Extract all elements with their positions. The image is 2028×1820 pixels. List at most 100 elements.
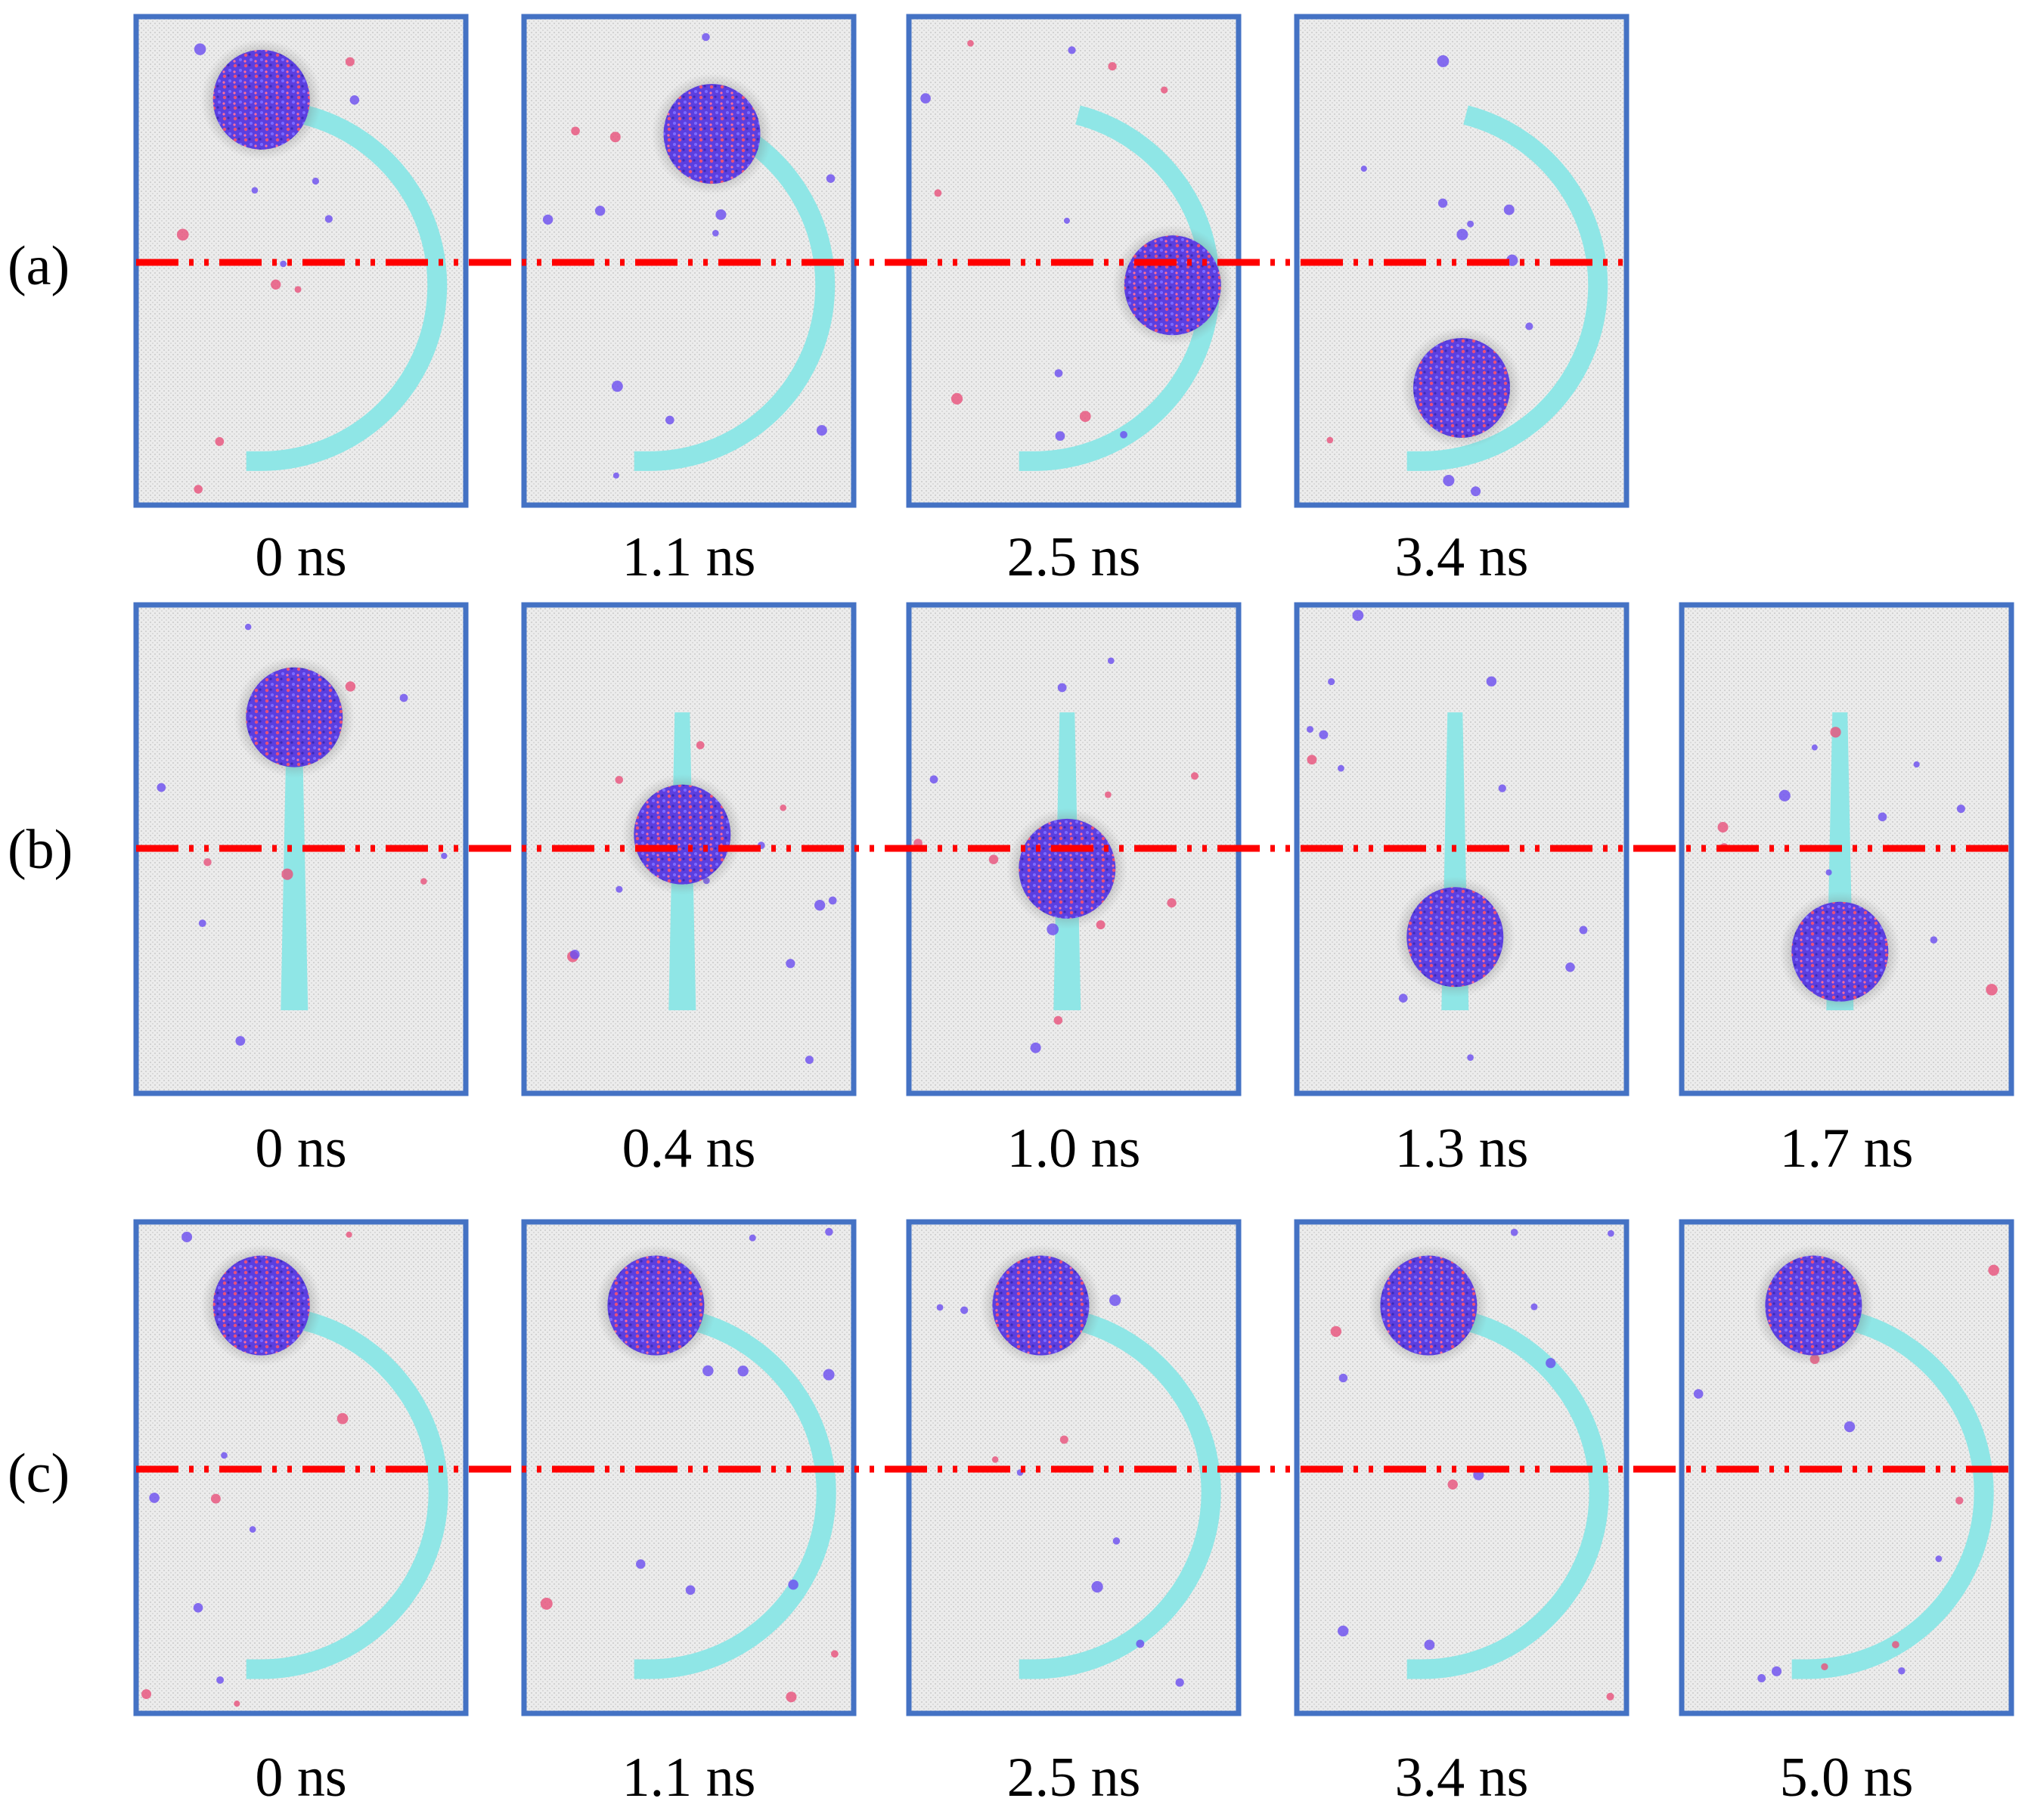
free-particle	[1986, 984, 1998, 996]
free-particle	[1068, 46, 1076, 54]
free-particle	[324, 215, 333, 223]
free-particle	[1935, 1555, 1943, 1562]
snapshot-frame	[906, 602, 1242, 1096]
free-particle	[244, 623, 252, 631]
free-particle	[141, 1689, 152, 1699]
free-particle	[1108, 62, 1117, 71]
free-particle	[1319, 730, 1329, 739]
frame-border	[1294, 602, 1630, 1096]
row-label: (a)	[8, 235, 70, 297]
free-particle	[1059, 1435, 1068, 1444]
snapshot-frame	[1294, 1219, 1630, 1716]
free-particle	[636, 1559, 646, 1569]
free-particle	[737, 1366, 749, 1377]
free-particle	[1757, 1674, 1766, 1682]
free-particle	[1955, 1496, 1964, 1505]
free-particle	[960, 1306, 969, 1314]
free-particle	[1443, 474, 1455, 487]
free-particle	[157, 783, 166, 792]
free-particle	[1898, 1667, 1906, 1675]
free-particle	[1467, 220, 1474, 228]
free-particle	[294, 286, 302, 293]
free-particle	[702, 33, 710, 42]
time-label: 1.1 ns	[622, 1747, 756, 1809]
free-particle	[1467, 1054, 1474, 1061]
time-label: 1.1 ns	[622, 526, 756, 588]
free-particle	[203, 857, 212, 867]
free-particle	[441, 852, 448, 860]
free-particle	[685, 1585, 696, 1595]
free-particle	[1063, 217, 1070, 224]
free-particle	[234, 1701, 240, 1707]
free-particle	[215, 437, 225, 446]
time-label: 3.4 ns	[1394, 1747, 1529, 1809]
free-particle	[1030, 1042, 1041, 1053]
free-particle	[1437, 198, 1448, 208]
free-particle	[251, 187, 259, 194]
free-particle	[1091, 1581, 1103, 1593]
snapshot-frame	[906, 1219, 1242, 1716]
free-particle	[1437, 55, 1450, 67]
arc-guide-track	[1791, 1311, 1994, 1679]
time-label: 2.5 ns	[1006, 1747, 1141, 1809]
free-particle	[1778, 789, 1791, 801]
free-particle	[786, 1691, 797, 1703]
free-particle	[571, 126, 580, 136]
free-particle	[814, 900, 826, 911]
free-particle	[1606, 1692, 1614, 1701]
free-particle	[816, 425, 827, 436]
free-particle	[1337, 1625, 1349, 1637]
free-particle	[194, 43, 206, 55]
free-particle	[181, 1231, 193, 1242]
free-particle	[1579, 926, 1588, 935]
free-particle	[780, 804, 787, 811]
free-particle	[825, 1227, 833, 1236]
free-particle	[1398, 994, 1408, 1003]
free-particle	[615, 776, 624, 784]
free-particle	[1811, 744, 1818, 751]
free-particle	[749, 1234, 756, 1242]
free-particle	[1120, 430, 1127, 439]
free-particle	[665, 415, 674, 425]
free-particle	[929, 775, 938, 784]
free-particle	[1096, 920, 1105, 930]
free-particle	[1447, 1479, 1458, 1490]
free-particle	[786, 959, 795, 969]
free-particle	[1055, 431, 1065, 441]
time-label: 0 ns	[255, 1118, 347, 1180]
free-particle	[1930, 936, 1938, 944]
free-particle	[612, 472, 619, 479]
free-particle	[936, 1304, 944, 1311]
free-particle	[346, 1231, 352, 1238]
snapshot-frame	[1679, 1219, 2014, 1716]
free-particle	[312, 177, 319, 185]
free-particle	[991, 1456, 999, 1463]
free-particle	[1693, 1389, 1704, 1399]
particle-cluster	[1406, 887, 1504, 988]
free-particle	[1054, 369, 1063, 377]
free-particle	[1771, 1666, 1782, 1676]
free-particle	[420, 878, 427, 885]
free-particle	[696, 741, 705, 749]
free-particle	[569, 949, 580, 960]
free-particle	[1190, 772, 1199, 780]
free-particle	[1057, 683, 1067, 693]
free-particle	[1107, 657, 1115, 665]
particle-cluster	[1413, 337, 1510, 438]
free-particle	[345, 681, 356, 692]
free-particle	[1546, 1358, 1556, 1369]
free-particle	[594, 206, 606, 216]
free-particle	[1830, 727, 1841, 738]
free-particle	[210, 1493, 221, 1504]
free-particle	[1109, 1294, 1121, 1307]
free-particle	[823, 1369, 835, 1381]
time-label: 2.5 ns	[1006, 526, 1141, 588]
free-particle	[1105, 791, 1112, 798]
arc-guide-track	[246, 105, 448, 471]
free-particle	[1456, 228, 1468, 240]
free-particle	[1338, 764, 1344, 772]
free-particle	[1821, 1663, 1828, 1670]
free-particle	[805, 1056, 814, 1065]
snapshot-frame	[1294, 14, 1630, 508]
